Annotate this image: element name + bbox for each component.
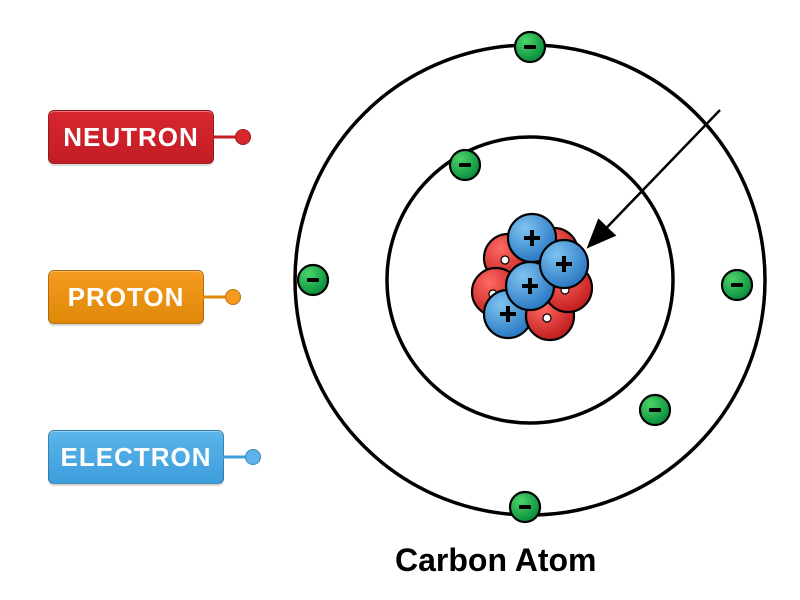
electron-particle xyxy=(722,270,752,300)
diagram-stage: NEUTRON PROTON ELECTRON Carbon Atom xyxy=(0,0,800,600)
pin-line xyxy=(203,296,227,299)
label-proton-text: PROTON xyxy=(68,282,185,313)
label-proton[interactable]: PROTON xyxy=(48,270,204,324)
pin-line xyxy=(213,136,237,139)
label-neutron[interactable]: NEUTRON xyxy=(48,110,214,164)
electron-particle xyxy=(510,492,540,522)
pointer-arrow xyxy=(590,110,720,245)
pin-dot xyxy=(245,449,261,465)
electron-particle xyxy=(450,150,480,180)
label-electron[interactable]: ELECTRON xyxy=(48,430,224,484)
pin-dot xyxy=(235,129,251,145)
electron-particle xyxy=(640,395,670,425)
atom-diagram xyxy=(260,10,800,550)
pin-line xyxy=(223,456,247,459)
pin-dot xyxy=(225,289,241,305)
label-neutron-text: NEUTRON xyxy=(63,122,199,153)
label-electron-text: ELECTRON xyxy=(61,442,212,473)
electron-particle xyxy=(298,265,328,295)
neutron-particle xyxy=(540,240,588,288)
electron-particle xyxy=(515,32,545,62)
